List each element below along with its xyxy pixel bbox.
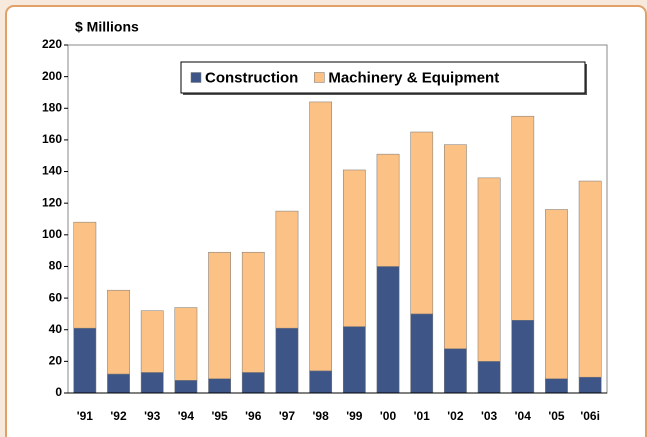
bar-segment <box>208 251 231 380</box>
bar-segment <box>275 327 299 394</box>
y-tick-label: 80 <box>49 259 63 273</box>
x-tick-label: '97 <box>279 409 296 423</box>
bar-segment <box>342 326 366 394</box>
bar-segment <box>410 313 434 394</box>
bar-segment <box>241 372 265 394</box>
bar-segment <box>342 169 366 327</box>
legend-swatch <box>314 72 325 83</box>
bar-segment <box>275 210 299 329</box>
bar-segment <box>107 289 130 375</box>
bar-segment <box>140 372 164 394</box>
x-tick-label: '96 <box>245 409 262 423</box>
legend-box <box>180 61 586 94</box>
bar-segment <box>444 348 467 394</box>
bar-segment <box>174 380 198 394</box>
x-tick-label: '02 <box>447 409 464 423</box>
y-tick-label: 0 <box>55 385 62 399</box>
bar-segment <box>376 266 400 394</box>
bar-segment <box>241 251 265 373</box>
bar-segment <box>545 378 568 394</box>
bar-segment <box>309 101 333 372</box>
x-tick-label: '94 <box>178 409 195 423</box>
x-tick-label: '00 <box>380 409 397 423</box>
legend-label: Construction <box>205 69 298 86</box>
legend-swatch <box>190 72 202 83</box>
y-tick-label: 120 <box>42 195 62 209</box>
bar-segment <box>73 221 97 329</box>
bar-segment <box>545 209 568 380</box>
x-tick-label: '98 <box>313 409 330 423</box>
x-tick-label: '04 <box>515 409 532 423</box>
x-tick-label: '92 <box>110 409 127 423</box>
y-tick-label: 160 <box>42 132 62 146</box>
y-tick-label: 100 <box>42 227 62 241</box>
y-tick-label: 140 <box>42 164 62 178</box>
y-tick-label: 220 <box>42 37 62 51</box>
y-tick-label: 60 <box>49 290 63 304</box>
x-tick-label: '91 <box>77 409 94 423</box>
bar-segment <box>477 177 501 362</box>
y-tick-label: 200 <box>42 69 62 83</box>
x-tick-label: '95 <box>211 409 228 423</box>
bar-segment <box>140 310 164 373</box>
bar-segment <box>410 131 434 315</box>
x-tick-label: '99 <box>346 409 363 423</box>
bar-segment <box>511 115 535 321</box>
x-tick-label: '93 <box>144 409 161 423</box>
bar-segment <box>174 307 198 381</box>
y-axis-label: $ Millions <box>75 19 139 35</box>
x-tick-label: '05 <box>548 409 565 423</box>
x-tick-label: '01 <box>414 409 431 423</box>
x-tick-label: '06i <box>580 409 600 423</box>
y-tick-label: 20 <box>49 354 63 368</box>
bar-segment <box>578 376 602 394</box>
bar-segment <box>309 370 333 394</box>
legend-label: Machinery & Equipment <box>328 69 499 86</box>
bar-segment <box>444 144 467 349</box>
y-tick-label: 180 <box>42 100 62 114</box>
bar-segment <box>73 327 97 394</box>
bar-segment <box>107 373 130 394</box>
bar-segment <box>477 361 501 394</box>
y-tick-label: 40 <box>49 322 63 336</box>
bar-segment <box>208 378 231 394</box>
bar-segment <box>511 319 535 394</box>
bar-segment <box>376 153 400 267</box>
x-tick-label: '03 <box>481 409 498 423</box>
bar-segment <box>578 180 602 378</box>
